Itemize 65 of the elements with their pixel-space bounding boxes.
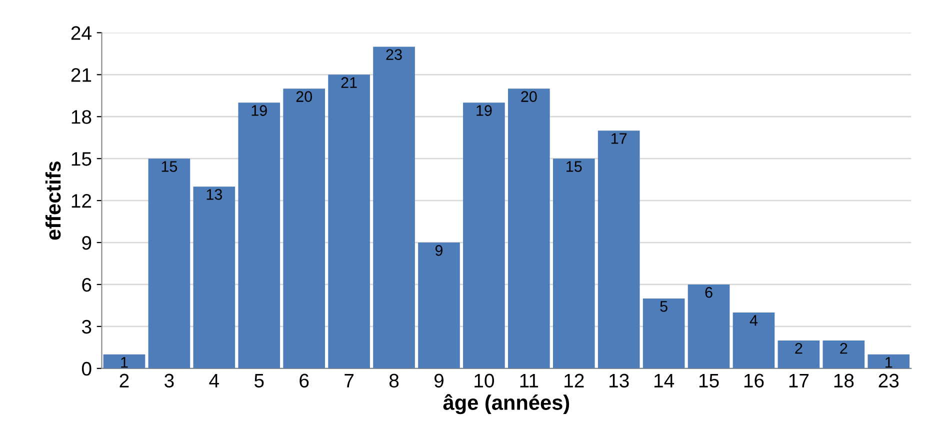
x-tick-label: 9 (434, 374, 444, 388)
x-tick-label: 13 (610, 374, 629, 388)
bar (193, 186, 236, 368)
x-tick-label: 5 (254, 374, 264, 388)
data-label: 19 (476, 105, 492, 116)
data-label: 5 (660, 301, 668, 312)
data-label: 6 (705, 286, 712, 298)
x-tick-label: 8 (389, 374, 399, 388)
data-label: 1 (886, 357, 892, 368)
data-label: 23 (386, 49, 402, 60)
bar (642, 298, 685, 368)
data-label: 15 (566, 161, 582, 172)
y-tick-label: 21 (71, 68, 92, 82)
x-axis-title: âge (années) (443, 394, 570, 414)
y-tick-label: 6 (82, 278, 92, 292)
data-label: 20 (521, 91, 537, 102)
bar (778, 340, 820, 368)
data-label: 2 (840, 342, 848, 354)
data-label: 21 (341, 77, 357, 88)
x-tick-label: 18 (834, 374, 854, 388)
bar (552, 158, 595, 368)
data-label: 9 (435, 245, 443, 256)
data-label: 20 (296, 91, 312, 102)
bar (328, 74, 370, 368)
bar (688, 284, 730, 368)
data-label: 17 (612, 133, 627, 144)
x-tick-label: 16 (744, 374, 764, 388)
bar (598, 130, 640, 368)
bar (283, 88, 326, 368)
bar (463, 102, 505, 368)
bar (418, 242, 460, 368)
bar (732, 312, 775, 368)
bar (508, 88, 550, 368)
bar (103, 354, 146, 368)
x-tick-label: 2 (120, 374, 129, 388)
y-tick-label: 24 (71, 26, 92, 40)
y-tick-label: 12 (72, 194, 92, 208)
bar (868, 354, 910, 368)
x-tick-label: 10 (474, 374, 494, 388)
x-tick-label: 12 (564, 374, 584, 388)
y-tick-label: 3 (82, 320, 92, 334)
data-label: 19 (252, 105, 267, 116)
y-axis-title: effectifs (45, 161, 61, 240)
y-tick-label: 18 (72, 110, 92, 124)
y-tick-label: 9 (82, 236, 92, 250)
bar (822, 340, 865, 368)
x-tick-label: 3 (164, 374, 174, 388)
x-tick-label: 4 (209, 374, 219, 388)
x-tick-label: 17 (789, 374, 809, 388)
x-tick-label: 6 (300, 374, 309, 388)
x-tick-label: 14 (654, 374, 674, 388)
y-tick-label: 15 (72, 152, 92, 166)
x-tick-label: 7 (344, 374, 354, 388)
bar (373, 46, 415, 368)
data-label: 13 (206, 189, 222, 200)
data-label: 15 (162, 161, 178, 172)
x-tick-label: 11 (520, 374, 538, 388)
x-tick-label: 15 (699, 374, 719, 388)
data-label: 2 (795, 342, 802, 354)
data-label: 4 (750, 315, 758, 326)
data-label: 1 (121, 357, 128, 368)
y-tick-label: 0 (82, 362, 92, 376)
x-tick-label: 23 (878, 374, 899, 388)
bar (148, 158, 190, 368)
bar (238, 102, 280, 368)
